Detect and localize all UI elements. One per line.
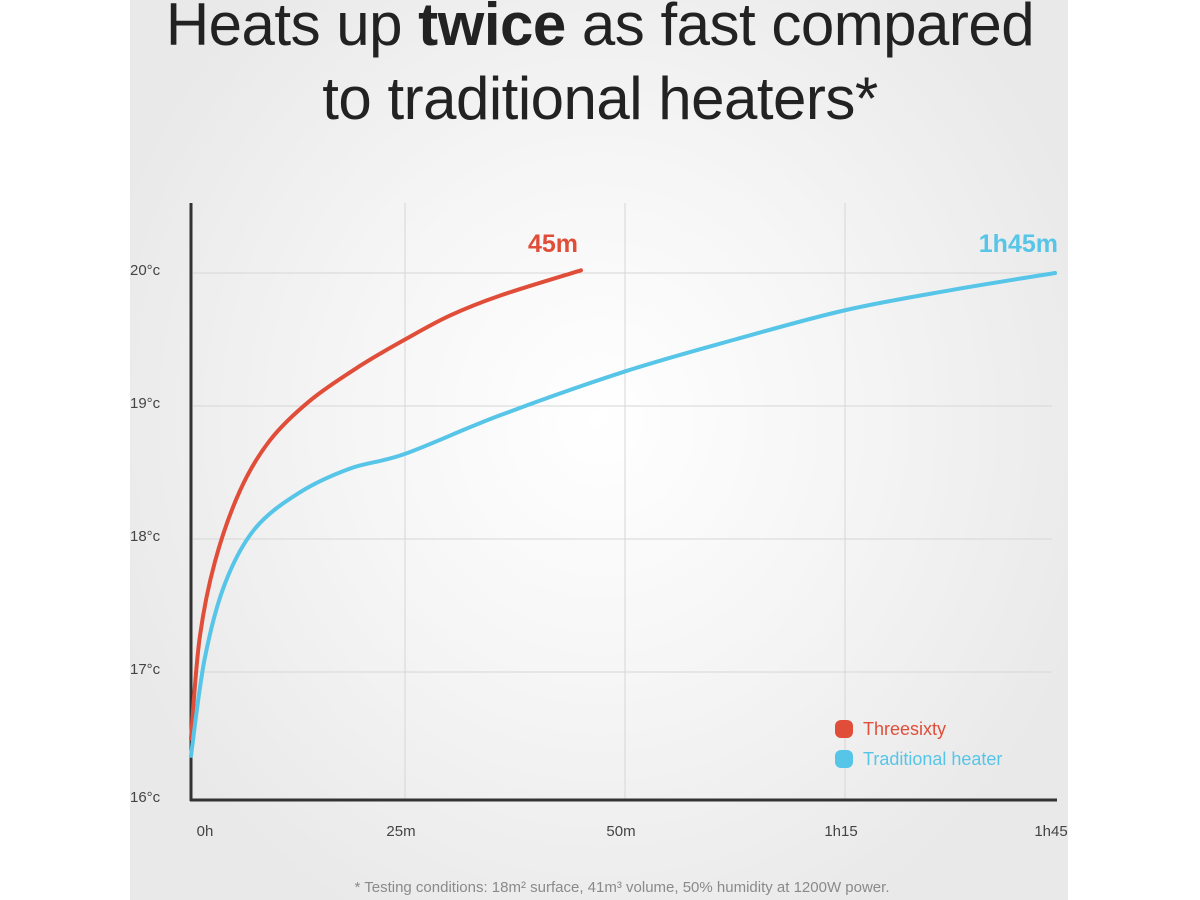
y-tick-label: 19°c xyxy=(130,395,161,412)
x-tick-label: 0h xyxy=(197,823,214,840)
y-tick-label: 17°c xyxy=(130,661,161,678)
x-tick-label: 1h15 xyxy=(824,823,857,840)
x-tick-label: 50m xyxy=(606,823,635,840)
x-tick-label: 25m xyxy=(386,823,415,840)
series-line-traditional-heater xyxy=(189,271,1057,758)
chart-background xyxy=(130,0,1068,900)
series-line-threesixty xyxy=(189,268,583,741)
x-tick-label: 1h45 xyxy=(1034,823,1067,840)
y-tick-label: 18°c xyxy=(130,528,161,545)
y-tick-label: 20°c xyxy=(130,262,161,279)
series-end-label: 1h45m xyxy=(979,230,1058,258)
legend-label: Traditional heater xyxy=(863,749,1002,769)
page-title: Heats up twice as fast compared to tradit… xyxy=(165,0,1035,132)
series-end-label: 45m xyxy=(528,230,578,258)
legend-swatch xyxy=(835,720,853,738)
legend-swatch xyxy=(835,750,853,768)
footnote: * Testing conditions: 18m² surface, 41m³… xyxy=(354,879,890,896)
y-tick-label: 16°c xyxy=(130,789,161,806)
legend-label: Threesixty xyxy=(863,719,946,739)
